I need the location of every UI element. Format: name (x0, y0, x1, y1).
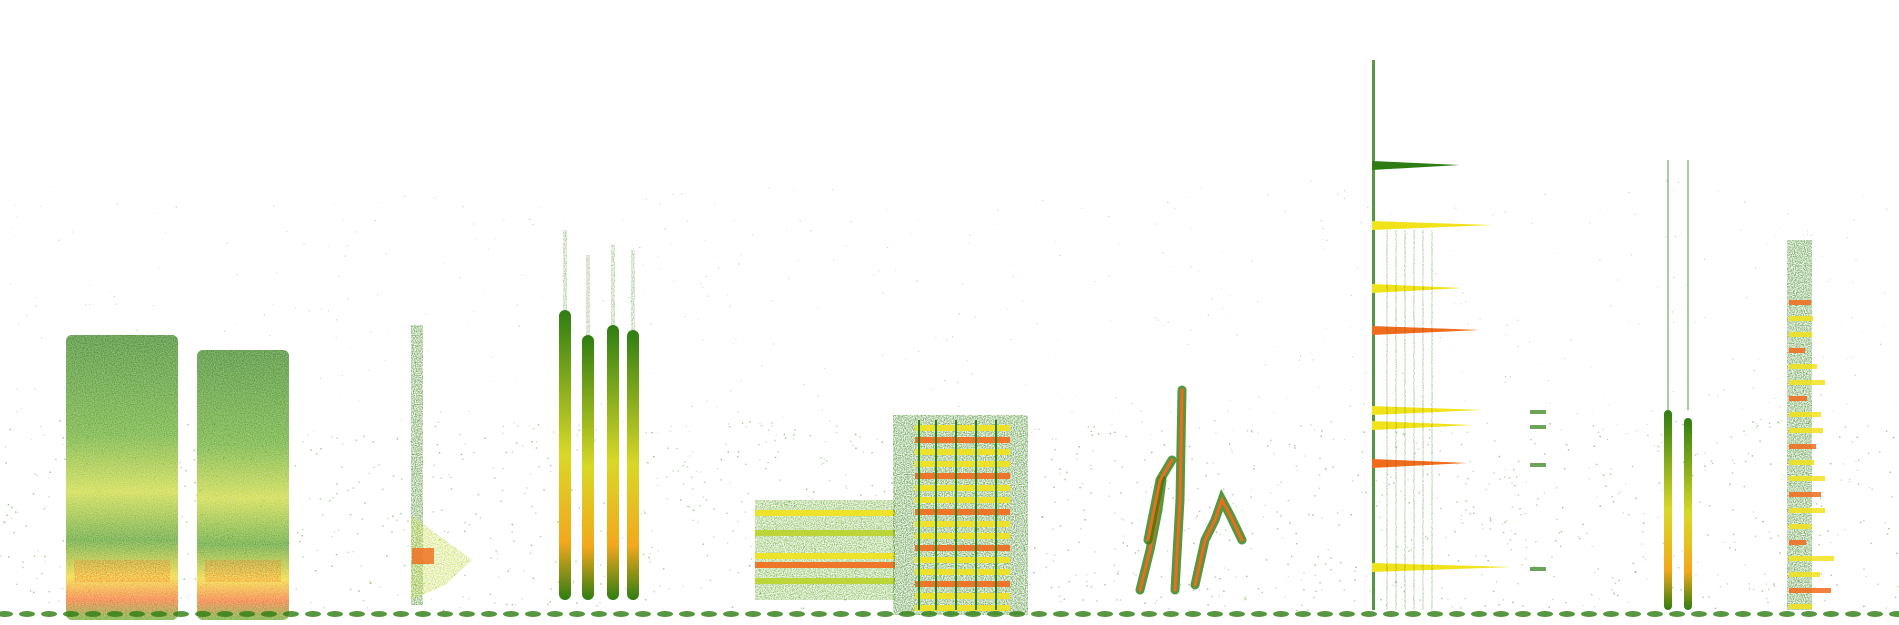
stacked-ticks (1787, 240, 1834, 610)
spectrogram-events (66, 60, 1834, 620)
narrow-burst (411, 325, 472, 605)
baseline-noise (0, 611, 1899, 617)
tonal-horizontal-band (755, 500, 895, 600)
broadband-block-1 (66, 335, 178, 620)
thin-pulses (1664, 160, 1692, 610)
broadband-block-2 (197, 350, 289, 620)
vertical-pulses (559, 230, 639, 600)
harmonic-stack-tall (1372, 60, 1546, 610)
harmonic-comb (893, 415, 1028, 615)
frequency-sweeps (1135, 385, 1247, 595)
